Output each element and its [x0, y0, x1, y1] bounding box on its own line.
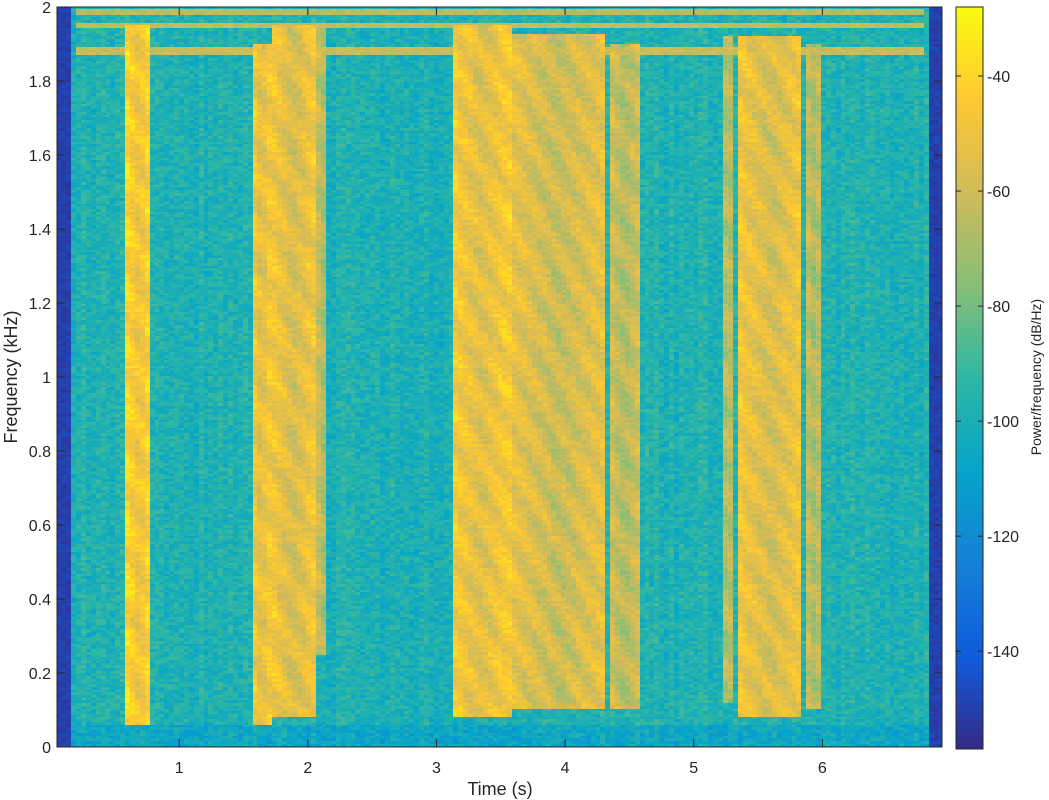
plot-area	[56, 6, 943, 748]
colorbar-gradient	[956, 7, 983, 749]
y-axis-ticks: 0 0.2 0.4 0.6 0.8 1 1.2 1.4 1.6 1.8 2	[29, 0, 942, 757]
x-axis-ticks: 1 2 3 4 5 6	[175, 7, 827, 777]
x-tick-label: 3	[432, 760, 441, 777]
colorbar: -140 -120 -100 -80 -60 -40 Power/frequency (d…	[955, 6, 1044, 750]
colorbar-ticks: -140 -120 -100 -80 -60 -40	[956, 69, 1019, 661]
colorbar-tick-label: -40	[987, 69, 1010, 86]
x-tick-label: 2	[303, 760, 312, 777]
colorbar-tick-label: -100	[987, 414, 1019, 431]
y-axis-label: Frequency (kHz)	[1, 310, 21, 443]
y-tick-label: 1.2	[29, 296, 51, 313]
x-tick-label: 5	[689, 760, 698, 777]
colorbar-tick-label: -80	[987, 299, 1010, 316]
colorbar-tick-label: -140	[987, 644, 1019, 661]
y-tick-label: 2	[42, 0, 51, 17]
x-tick-label: 6	[818, 760, 827, 777]
y-tick-label: 1.4	[29, 222, 51, 239]
spectrogram-image-holder	[57, 7, 942, 747]
colorbar-tick-label: -60	[987, 184, 1010, 201]
y-tick-label: 0.4	[29, 592, 51, 609]
y-tick-label: 0.6	[29, 518, 51, 535]
y-tick-label: 1	[42, 370, 51, 387]
colorbar-frame	[955, 6, 984, 750]
x-tick-label: 1	[175, 760, 184, 777]
y-tick-label: 0.2	[29, 666, 51, 683]
y-tick-label: 1.8	[29, 74, 51, 91]
y-tick-label: 0	[42, 740, 51, 757]
x-tick-label: 4	[561, 760, 570, 777]
colorbar-tick-label: -120	[987, 529, 1019, 546]
y-tick-label: 1.6	[29, 148, 51, 165]
spectrogram-image	[57, 7, 942, 747]
y-tick-label: 0.8	[29, 444, 51, 461]
colorbar-label: Power/frequency (dB/Hz)	[1028, 299, 1044, 455]
x-axis-label: Time (s)	[467, 779, 532, 799]
